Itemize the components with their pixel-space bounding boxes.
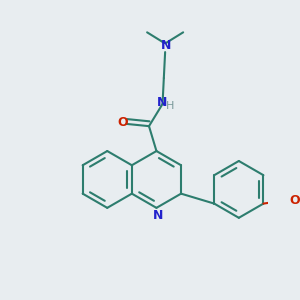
Text: H: H <box>166 101 174 111</box>
Text: N: N <box>153 209 164 222</box>
Text: O: O <box>289 194 300 206</box>
Text: N: N <box>160 39 171 52</box>
Text: O: O <box>118 116 128 129</box>
Text: N: N <box>157 96 168 109</box>
